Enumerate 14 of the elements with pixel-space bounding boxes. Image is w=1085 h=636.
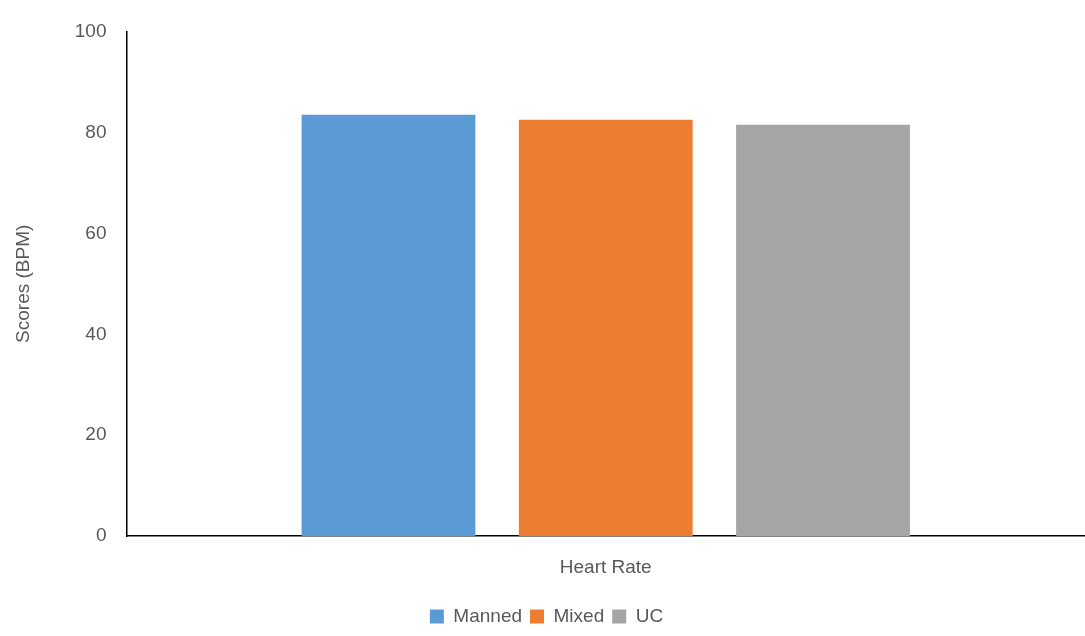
bar (518, 119, 693, 537)
y-tick-label: 100 (74, 19, 107, 41)
y-tick-label: 40 (85, 322, 107, 344)
legend-label: Mixed (553, 604, 605, 626)
legend-label: Manned (453, 604, 523, 626)
bar (301, 114, 476, 537)
x-tick-label: Heart Rate (559, 555, 652, 577)
bar (736, 124, 910, 537)
y-axis-title: Scores (BPM) (11, 224, 33, 343)
legend-label: UC (635, 604, 664, 626)
y-tick-label: 60 (85, 221, 107, 243)
y-tick-label: 0 (95, 524, 107, 546)
y-tick-label: 80 (85, 120, 107, 142)
y-tick-label: 20 (85, 423, 107, 445)
